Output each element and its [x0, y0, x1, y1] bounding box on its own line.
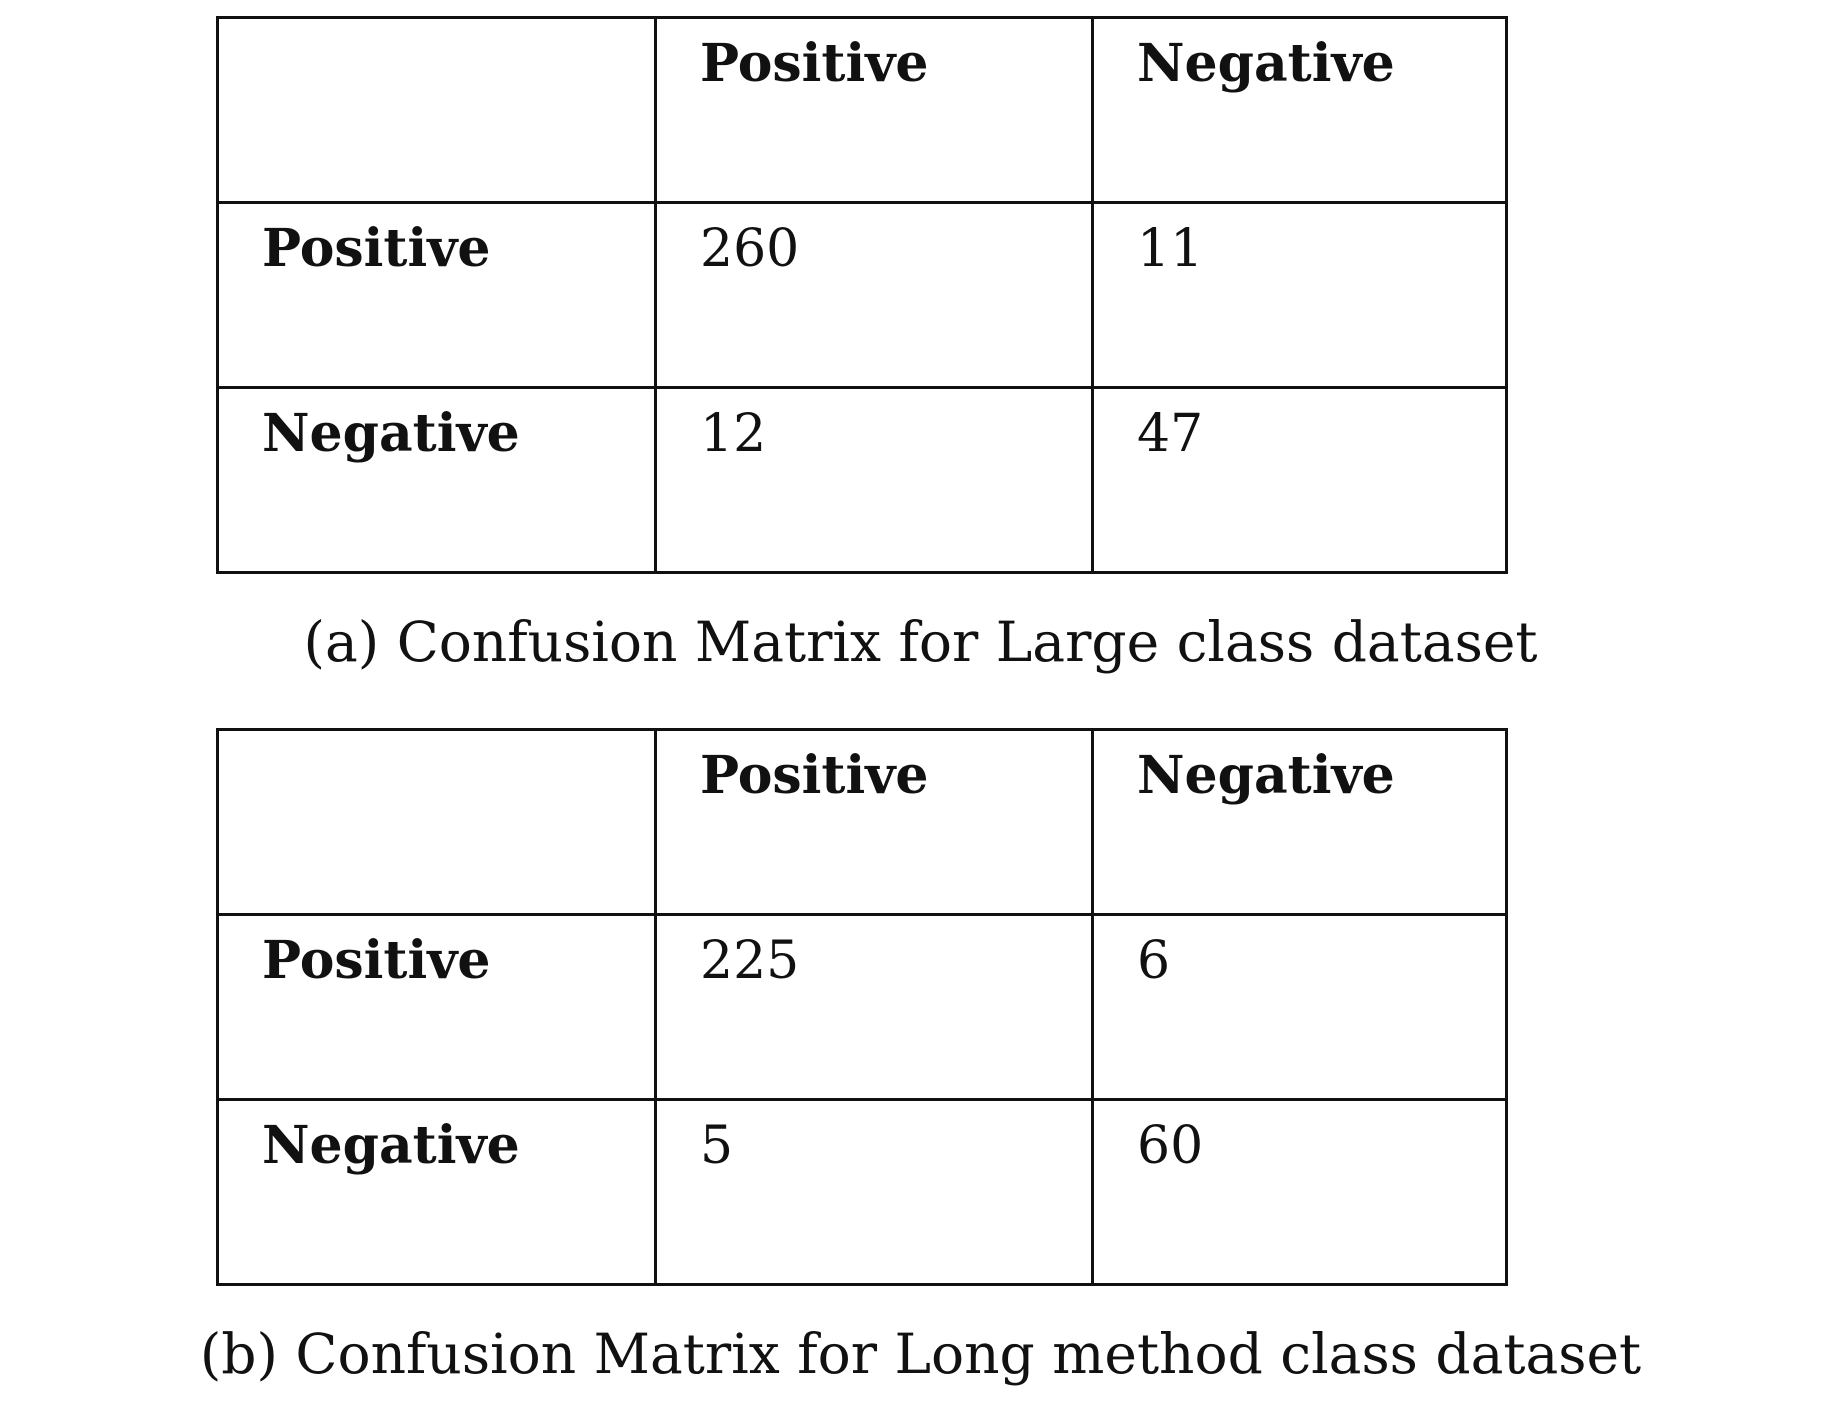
column-header: Negative: [1091, 728, 1508, 916]
row-header: Positive: [216, 201, 657, 389]
column-header: Negative: [1091, 16, 1508, 204]
cell: 225: [654, 913, 1094, 1101]
table-caption: (b) Confusion Matrix for Long method cla…: [199, 1322, 1642, 1386]
header-row: Positive Negative: [216, 16, 1508, 204]
table-caption: (a) Confusion Matrix for Large class dat…: [303, 610, 1538, 674]
header-row: Positive Negative: [216, 728, 1508, 916]
table-row: Positive 260 11: [216, 201, 1508, 389]
column-header: Positive: [654, 728, 1094, 916]
cell: 5: [654, 1098, 1094, 1286]
corner-cell: [216, 728, 657, 916]
row-header: Negative: [216, 386, 657, 574]
table-row: Negative 12 47: [216, 386, 1508, 574]
cell: 12: [654, 386, 1094, 574]
cell: 260: [654, 201, 1094, 389]
cell: 47: [1091, 386, 1508, 574]
corner-cell: [216, 16, 657, 204]
row-header: Negative: [216, 1098, 657, 1286]
cell: 11: [1091, 201, 1508, 389]
table-row: Positive 225 6: [216, 913, 1508, 1101]
confusion-table: Positive Negative Positive 260 11 Negati…: [216, 16, 1508, 574]
column-header: Positive: [654, 16, 1094, 204]
row-header: Positive: [216, 913, 657, 1101]
cell: 6: [1091, 913, 1508, 1101]
table-row: Negative 5 60: [216, 1098, 1508, 1286]
confusion-table: Positive Negative Positive 225 6 Negativ…: [216, 728, 1508, 1286]
cell: 60: [1091, 1098, 1508, 1286]
